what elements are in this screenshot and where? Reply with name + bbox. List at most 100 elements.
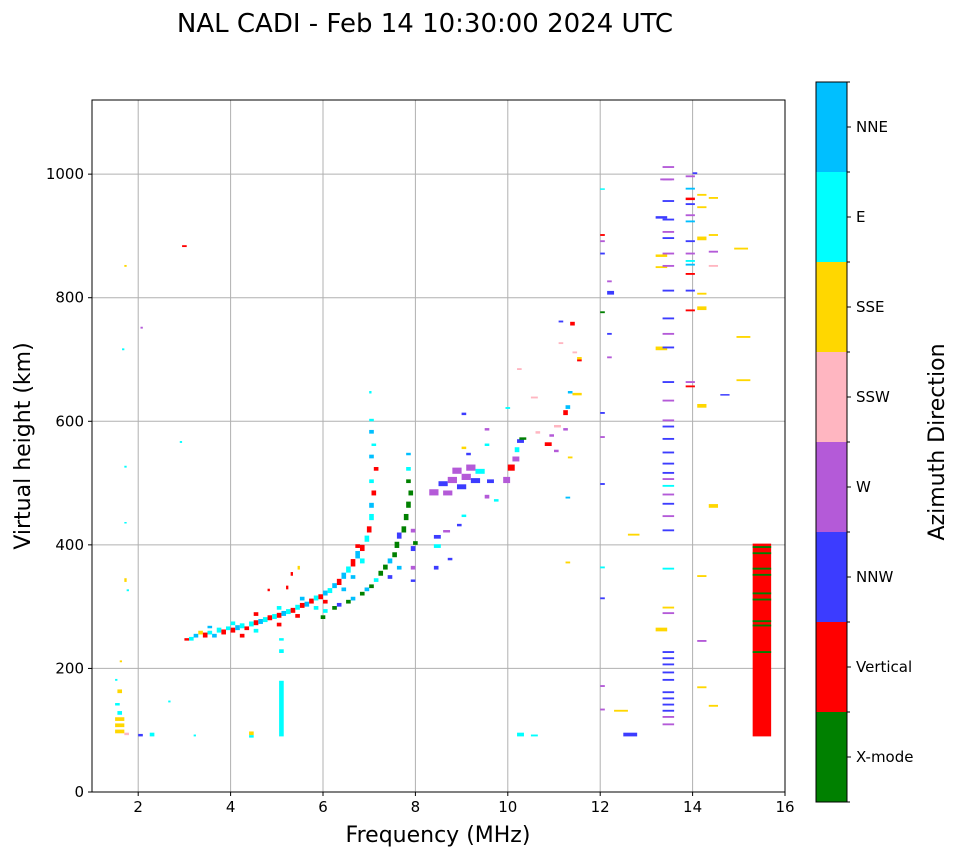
echo-point-e — [249, 735, 254, 738]
echo-point-nne — [364, 587, 370, 592]
echo-point-vertical — [286, 585, 289, 590]
echo-point-nnw — [662, 381, 675, 383]
echo-point-sse — [708, 197, 719, 199]
echo-point-e — [346, 566, 351, 573]
echo-point-vertical — [202, 632, 208, 638]
echo-point-e — [662, 567, 675, 570]
echo-point-sse — [708, 234, 719, 236]
echo-point-e — [433, 544, 441, 548]
x-tick-label: 4 — [226, 798, 236, 816]
echo-point-nne — [406, 452, 411, 456]
echo-point-w — [140, 326, 143, 329]
y-tick-label: 0 — [74, 783, 84, 801]
echo-point-nnw — [447, 557, 453, 561]
echo-point-w — [685, 252, 695, 255]
echo-point-e — [230, 621, 236, 626]
echo-point-sse — [662, 606, 675, 609]
echo-point-w — [563, 428, 568, 431]
colorbar-swatch-nne — [816, 82, 847, 172]
y-tick-label: 600 — [55, 412, 84, 430]
echo-point-vertical — [253, 620, 259, 626]
plot-frame — [91, 99, 786, 793]
echo-point-e — [272, 614, 277, 619]
echo-point-w — [662, 230, 675, 233]
y-tick-label: 800 — [55, 289, 84, 307]
echo-point-nnw — [662, 697, 675, 700]
echo-point-e — [369, 479, 374, 484]
echo-point-nnw — [685, 240, 695, 243]
echo-point-e — [327, 588, 333, 594]
echo-point-e — [279, 680, 284, 737]
echo-point-nnw — [336, 602, 342, 607]
echo-point-nnw — [662, 703, 675, 706]
echo-point-nnw — [558, 320, 564, 323]
echo-point-w — [662, 515, 675, 518]
echo-point-w — [429, 489, 439, 496]
echo-point-sse — [708, 704, 719, 707]
echo-point-vertical — [253, 612, 259, 616]
echo-point-w — [662, 478, 675, 480]
echo-point-x-mode — [752, 592, 772, 595]
echo-point-x-mode — [413, 541, 418, 545]
echo-point-nne — [369, 502, 374, 508]
echo-point-vertical — [685, 273, 695, 275]
echo-point-nne — [567, 391, 573, 394]
echo-point-e — [369, 391, 372, 394]
y-tick-label: 400 — [55, 536, 84, 554]
echo-point-nne — [212, 633, 217, 638]
echo-point-sse — [119, 660, 123, 663]
echo-point-nnw — [517, 439, 524, 443]
echo-point-nne — [355, 551, 360, 559]
axis-ticks: 2 4 6 8 10 12 14 16 0 200 400 600 800 1000 — [46, 165, 795, 816]
echo-point-sse — [124, 264, 127, 267]
echo-point-nne — [685, 263, 695, 266]
echo-point-x-mode — [752, 651, 772, 653]
echo-point-nne — [350, 575, 356, 579]
echo-point-e — [124, 521, 127, 524]
echo-point-sse — [697, 206, 707, 209]
echo-point-nnw — [600, 412, 605, 414]
echo-point-vertical — [350, 559, 356, 567]
echo-point-e — [216, 627, 222, 633]
echo-point-sse — [734, 247, 749, 250]
echo-point-nnw — [655, 216, 668, 219]
colorbar-swatch-ssw — [816, 352, 847, 442]
echo-point-w — [708, 250, 719, 253]
echo-point-e — [115, 678, 118, 681]
echo-point-e — [193, 734, 196, 737]
y-tick-label: 1000 — [46, 165, 84, 183]
echo-point-x-mode — [752, 567, 772, 570]
echo-point-nnw — [662, 671, 675, 674]
echo-point-vertical — [299, 602, 305, 608]
echo-point-nne — [685, 220, 695, 223]
echo-point-ssw — [517, 368, 522, 371]
echo-point-nne — [350, 596, 356, 601]
colorbar-swatch-x-mode — [816, 712, 847, 802]
echo-point-e — [124, 465, 127, 468]
echo-point-nnw — [466, 452, 471, 456]
echo-point-nnw — [456, 484, 467, 490]
chart-title: NAL CADI - Feb 14 10:30:00 2024 UTC — [177, 9, 673, 39]
echo-point-vertical — [371, 490, 377, 496]
echo-point-sse — [697, 575, 707, 577]
echo-point-ssw — [708, 264, 719, 267]
echo-point-e — [126, 589, 129, 592]
echo-point-nnw — [662, 502, 675, 505]
echo-point-nne — [332, 583, 337, 589]
echo-point-nnw — [607, 332, 612, 335]
echo-point-vertical — [244, 626, 250, 631]
echo-point-sse — [736, 379, 751, 382]
echo-point-e — [369, 418, 374, 422]
colorbar-label: Azimuth Direction — [925, 343, 950, 540]
echo-point-sse — [572, 392, 582, 396]
echo-point-nnw — [662, 462, 675, 465]
echo-point-w — [685, 175, 695, 178]
echo-point-nnw — [662, 237, 675, 240]
echo-point-e — [484, 443, 490, 446]
echo-point-nnw — [662, 657, 675, 660]
echo-point-w — [607, 280, 612, 283]
echo-point-vertical — [373, 467, 379, 471]
echo-point-e — [189, 636, 194, 641]
echo-point-nnw — [438, 481, 448, 487]
echo-point-x-mode — [752, 624, 772, 627]
